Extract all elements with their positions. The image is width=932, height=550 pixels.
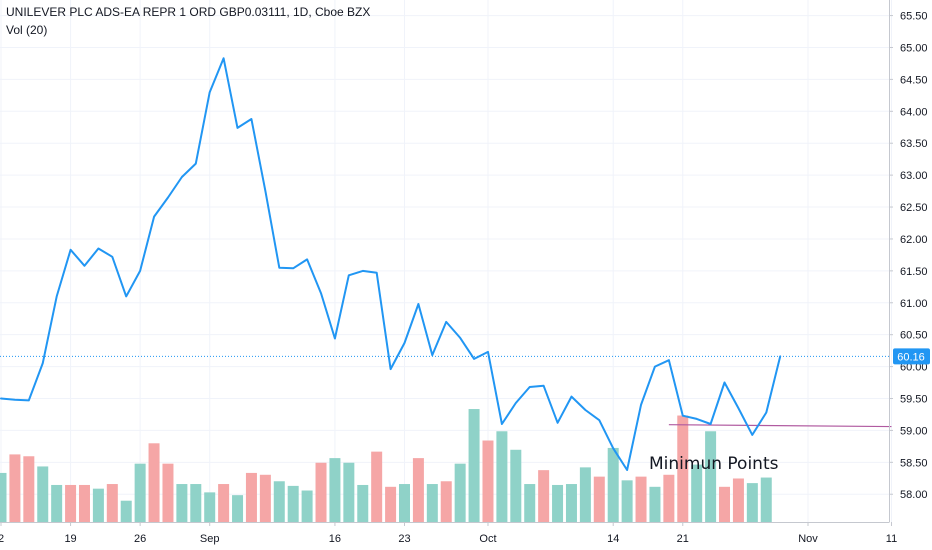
x-tick-label: 21	[677, 533, 689, 545]
y-tick-label: 62.00	[900, 234, 928, 246]
volume-bar	[23, 456, 35, 522]
volume-bar	[746, 483, 758, 522]
x-tick-label: 23	[398, 533, 410, 545]
volume-bar	[92, 488, 104, 522]
volume-bar	[621, 480, 633, 522]
volume-bar	[607, 447, 619, 522]
y-tick-label: 61.00	[900, 298, 928, 310]
volume-bar	[496, 431, 508, 522]
volume-bar	[9, 454, 21, 522]
x-tick-label: Sep	[200, 533, 220, 545]
last-price-badge	[893, 348, 930, 365]
y-tick-label: 64.50	[900, 74, 928, 86]
x-tick-label: 16	[329, 533, 341, 545]
volume-bar	[301, 490, 313, 522]
volume-bar	[37, 466, 49, 522]
last-price-label: 60.16	[897, 351, 925, 363]
volume-bar	[719, 486, 731, 522]
y-tick-label: 58.50	[900, 457, 928, 469]
price-series-line	[0, 57, 782, 471]
volume-bar	[51, 484, 63, 522]
y-tick-label: 62.50	[900, 202, 928, 214]
volume-bar	[0, 472, 7, 522]
volume-bar	[120, 500, 132, 522]
volume-bar	[677, 415, 689, 522]
volume-bar	[538, 470, 550, 522]
volume-bar	[649, 486, 661, 522]
volume-bar	[691, 464, 703, 522]
x-tick-label: Oct	[479, 533, 496, 545]
volume-bar	[162, 463, 174, 522]
volume-bar	[412, 458, 424, 522]
y-tick-label: 63.50	[900, 138, 928, 150]
volume-bar	[329, 458, 341, 522]
volume-bar	[593, 476, 605, 522]
volume-bar	[399, 484, 410, 522]
chart-title: UNILEVER PLC ADS-EA REPR 1 ORD GBP0.0311…	[6, 5, 371, 19]
volume-bar	[65, 484, 77, 522]
volume-bar	[426, 484, 438, 522]
volume-bar	[134, 463, 146, 522]
volume-bar	[232, 495, 244, 522]
y-tick-label: 60.00	[900, 362, 928, 374]
volume-bar	[106, 484, 118, 522]
y-tick-label: 59.00	[900, 425, 928, 437]
volume-bar	[482, 440, 494, 522]
y-tick-label: 58.00	[900, 489, 928, 501]
y-tick-label: 59.50	[900, 394, 928, 406]
x-tick-label: 2	[0, 533, 4, 545]
volume-bar	[454, 463, 466, 522]
x-tick-label: Nov	[798, 533, 818, 545]
volume-bar	[565, 484, 577, 522]
volume-bar	[663, 474, 675, 522]
volume-bar	[218, 484, 230, 522]
volume-bar	[357, 484, 369, 522]
y-tick-label: 60.50	[900, 330, 928, 342]
volume-bar	[705, 431, 717, 522]
volume-legend: Vol (20)	[6, 23, 48, 37]
volume-bar	[510, 449, 522, 522]
volume-bar	[343, 462, 355, 522]
volume-bar	[176, 484, 188, 522]
volume-bar	[148, 443, 160, 522]
volume-bar	[524, 484, 536, 522]
volume-bar	[371, 451, 383, 522]
minimum-trend-line	[668, 424, 892, 428]
volume-bar	[385, 486, 397, 522]
volume-bar	[315, 462, 327, 522]
volume-bar	[440, 481, 452, 522]
annotation-label: Minimun Points	[649, 454, 779, 474]
volume-bar	[204, 492, 216, 522]
volume-bar	[579, 467, 591, 522]
volume-bar	[635, 476, 647, 522]
y-tick-label: 65.50	[900, 11, 928, 23]
x-tick-label: 19	[64, 533, 76, 545]
volume-bar	[259, 474, 271, 522]
volume-bar	[732, 478, 744, 522]
volume-bar	[190, 484, 202, 522]
y-tick-label: 64.00	[900, 106, 928, 118]
x-tick-label: 11	[886, 533, 897, 545]
volume-bar	[273, 481, 285, 522]
volume-bar	[78, 484, 90, 522]
x-tick-label: 26	[134, 533, 146, 545]
volume-bar	[287, 485, 299, 522]
y-tick-label: 61.50	[900, 266, 928, 278]
y-tick-label: 65.00	[900, 42, 928, 54]
volume-bar	[245, 472, 257, 522]
y-tick-label: 63.00	[900, 170, 928, 182]
x-tick-label: 14	[607, 533, 619, 545]
volume-bar	[552, 484, 564, 522]
volume-bar	[468, 409, 480, 522]
volume-bar	[760, 477, 772, 522]
